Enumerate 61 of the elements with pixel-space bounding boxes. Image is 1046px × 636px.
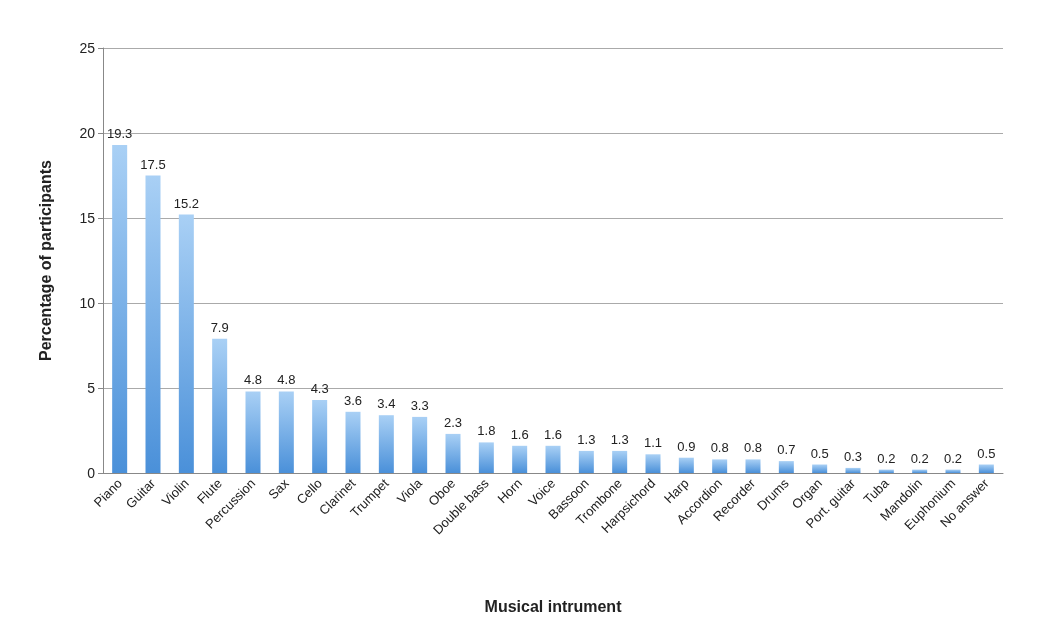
y-tick-label: 20 [79, 125, 96, 141]
bar [978, 464, 994, 473]
data-label: 4.3 [310, 380, 329, 396]
bar [112, 144, 128, 473]
data-label: 0.2 [910, 450, 929, 466]
data-label: 0.3 [843, 448, 863, 464]
data-label: 0.9 [677, 438, 696, 454]
bar [512, 445, 528, 473]
data-label: 3.6 [343, 392, 363, 408]
bar [445, 433, 461, 473]
x-tick-label: Sax [265, 475, 292, 503]
bar [745, 459, 761, 473]
bar [678, 457, 694, 473]
bar [578, 450, 594, 473]
data-label: 4.8 [277, 372, 296, 388]
data-label: 2.3 [443, 414, 463, 430]
bar [312, 399, 328, 473]
data-label: 0.8 [710, 440, 729, 456]
bar [645, 454, 661, 473]
data-label: 0.7 [777, 442, 796, 458]
bar [412, 416, 428, 473]
data-label: 3.4 [377, 396, 396, 412]
y-tick-label: 15 [79, 210, 96, 226]
data-label: 4.8 [243, 372, 263, 388]
data-label: 1.8 [477, 423, 496, 439]
x-axis-title: Musical intrument [484, 597, 623, 615]
data-label: 19.3 [107, 125, 133, 141]
data-label: 7.9 [210, 319, 229, 335]
y-axis-title: Percentage of participants [36, 159, 54, 361]
data-label: 15.2 [173, 195, 199, 211]
y-tick-label: 25 [79, 40, 96, 56]
bar [845, 467, 861, 473]
bar [612, 450, 628, 473]
bar [778, 461, 794, 473]
data-label: 1.6 [510, 426, 529, 442]
bar [378, 415, 394, 473]
bar [178, 214, 194, 473]
bar [212, 338, 228, 473]
data-label: 1.6 [543, 426, 563, 442]
bar [712, 459, 728, 473]
y-tick-label: 5 [87, 380, 96, 396]
data-label: 17.5 [140, 156, 166, 172]
data-label: 0.5 [810, 445, 829, 461]
y-tick-label: 0 [87, 465, 96, 481]
data-label: 0.2 [943, 450, 963, 466]
data-label: 3.3 [410, 397, 429, 413]
data-label: 1.1 [643, 435, 663, 451]
data-label: 0.8 [743, 440, 763, 456]
bar [478, 442, 494, 473]
data-label: 0.2 [877, 450, 896, 466]
data-label: 1.3 [610, 431, 629, 447]
y-tick-label: 10 [79, 295, 96, 311]
data-label: 1.3 [577, 431, 596, 447]
x-tick-label: Viola [394, 475, 426, 507]
bar [145, 175, 161, 473]
bar [812, 464, 828, 473]
data-label: 0.5 [977, 445, 996, 461]
bar [245, 391, 261, 473]
bar [345, 411, 361, 473]
bar [278, 391, 294, 473]
bar [545, 445, 561, 473]
